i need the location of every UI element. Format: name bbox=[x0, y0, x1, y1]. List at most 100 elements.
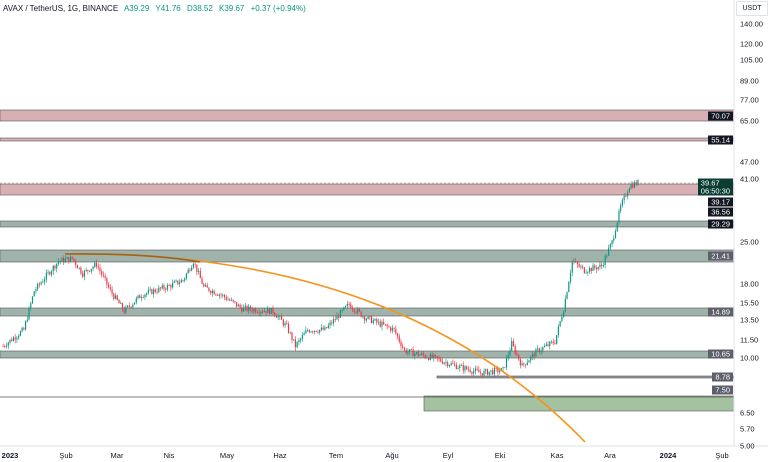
candle-body bbox=[192, 263, 194, 268]
candle-body bbox=[18, 335, 20, 338]
candle-body bbox=[30, 303, 32, 308]
candle-body bbox=[346, 303, 348, 307]
price-tag-7: 7.50 bbox=[712, 385, 733, 395]
candle-body bbox=[428, 357, 430, 360]
candle-body bbox=[633, 182, 636, 188]
price-tick: 47.00 bbox=[740, 157, 759, 167]
time-tick: Nis bbox=[163, 451, 175, 460]
candle-body bbox=[507, 355, 509, 358]
candle-body bbox=[486, 369, 489, 375]
candle-body bbox=[220, 294, 222, 296]
candle-body bbox=[365, 318, 367, 321]
candle-body bbox=[578, 264, 580, 267]
candle-body bbox=[258, 312, 260, 314]
candle-body bbox=[460, 365, 463, 366]
candle-body bbox=[403, 347, 406, 350]
candle-body bbox=[291, 332, 293, 340]
symbol-title[interactable]: AVAX / TetherUS, 1G, BINANCE bbox=[3, 4, 119, 13]
candle-body bbox=[623, 195, 625, 201]
candle-body bbox=[130, 306, 132, 308]
time-tick: Kas bbox=[550, 451, 564, 460]
bar-countdown: 06:50:30 bbox=[700, 186, 730, 195]
candle-body bbox=[206, 285, 208, 288]
candle-body bbox=[324, 327, 326, 330]
time-tick: Şub bbox=[59, 451, 73, 460]
candle-body bbox=[12, 337, 15, 341]
candle-body bbox=[185, 273, 188, 279]
candle-body bbox=[543, 346, 546, 348]
candle-body bbox=[528, 360, 530, 363]
candle-body bbox=[502, 367, 504, 369]
resistance-zone-70 bbox=[0, 109, 735, 122]
price-tag-70: 70.07 bbox=[708, 111, 733, 121]
candle-body bbox=[362, 316, 364, 318]
candle-body bbox=[481, 373, 483, 376]
candle-body bbox=[431, 354, 433, 358]
candle-body bbox=[422, 353, 425, 356]
price-tick: 140.00 bbox=[740, 19, 763, 29]
candle-body bbox=[114, 295, 117, 299]
candle-body bbox=[505, 357, 508, 368]
candle-body bbox=[556, 335, 558, 344]
candle-body bbox=[127, 305, 129, 307]
support-line-8 bbox=[436, 375, 735, 379]
candle-body bbox=[364, 316, 366, 321]
price-tick: 25.00 bbox=[740, 237, 759, 247]
price-tag-29: 29.29 bbox=[708, 219, 733, 229]
candle-body bbox=[613, 238, 615, 241]
candle-body bbox=[106, 277, 108, 285]
candle-body bbox=[621, 200, 624, 206]
candle-body bbox=[511, 341, 513, 351]
candle-body bbox=[7, 342, 9, 347]
candle-body bbox=[620, 205, 622, 211]
candle-body bbox=[339, 310, 342, 318]
price-tick: 13.50 bbox=[740, 315, 759, 325]
candle-body bbox=[414, 353, 416, 357]
candle-body bbox=[332, 319, 335, 324]
candle-body bbox=[450, 363, 452, 366]
candle-body bbox=[208, 287, 210, 292]
candle-body bbox=[4, 346, 6, 347]
candle-body bbox=[294, 339, 297, 348]
candle-body bbox=[518, 354, 520, 360]
candle-body bbox=[296, 342, 298, 348]
candle-body bbox=[121, 303, 124, 310]
candle-body bbox=[108, 284, 110, 288]
candle-body bbox=[268, 308, 271, 314]
candle-body bbox=[95, 262, 98, 267]
candle-body bbox=[566, 292, 568, 299]
candle-body bbox=[64, 258, 66, 263]
candle-body bbox=[191, 267, 193, 271]
candle-body bbox=[345, 306, 347, 308]
candle-body bbox=[436, 356, 438, 359]
candle-body bbox=[109, 287, 111, 290]
candle-body bbox=[459, 365, 461, 368]
candle-body bbox=[360, 311, 362, 317]
candle-body bbox=[331, 322, 333, 324]
candle-body bbox=[178, 282, 181, 284]
candle-body bbox=[398, 336, 400, 342]
price-tick: 65.00 bbox=[740, 116, 759, 126]
candle-body bbox=[601, 264, 603, 267]
candle-body bbox=[462, 365, 464, 371]
candle-body bbox=[369, 316, 371, 318]
support-zone-14 bbox=[0, 307, 735, 317]
price-tick: 120.00 bbox=[740, 39, 763, 48]
candle-body bbox=[68, 257, 70, 262]
price-tick: 18.00 bbox=[740, 279, 759, 289]
candle-body bbox=[270, 307, 272, 314]
candle-body bbox=[353, 309, 355, 312]
candle-body bbox=[85, 269, 87, 271]
candle-body bbox=[320, 327, 322, 330]
candle-body bbox=[144, 294, 146, 298]
candle-body bbox=[225, 297, 227, 300]
candle-body bbox=[390, 327, 392, 331]
candle-body bbox=[282, 319, 284, 326]
time-tick: Ağu bbox=[385, 451, 399, 460]
candle-body bbox=[514, 345, 516, 354]
candle-body bbox=[26, 319, 28, 322]
candle-body bbox=[421, 353, 423, 355]
price-tick: 11.50 bbox=[740, 335, 759, 345]
currency-unit-button[interactable]: USDT bbox=[736, 1, 768, 16]
